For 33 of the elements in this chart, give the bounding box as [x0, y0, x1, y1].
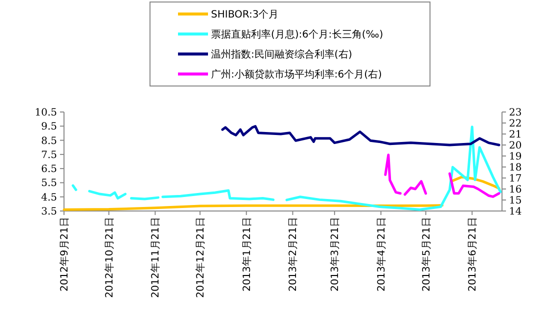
legend-label: 温州指数:民间融资综合利率(右) — [211, 48, 352, 60]
x-tick-label: 2013年6月21日 — [466, 217, 479, 292]
line-series — [221, 125, 500, 146]
x-tick-label: 2012年9月21日 — [58, 217, 70, 292]
legend-label: SHIBOR:3个月 — [211, 8, 279, 20]
y-tick-label: 9.5 — [41, 122, 57, 133]
y-tick-label: 10.5 — [34, 108, 57, 118]
y-tick-label: 3.5 — [41, 206, 57, 218]
y2-tick-label: 18 — [509, 162, 522, 174]
y2-tick-label: 15 — [509, 196, 522, 206]
legend-label: 票据直贴利率(月息):6个月:长三角(‰) — [211, 28, 384, 40]
y2-tick-label: 23 — [509, 108, 522, 118]
x-tick-label: 2013年2月21日 — [287, 217, 300, 292]
x-tick-label: 2012年12月21日 — [194, 217, 207, 298]
y2-tick-label: 14 — [509, 206, 522, 218]
y-tick-label: 8.5 — [41, 136, 57, 147]
y2-tick-label: 17 — [509, 174, 522, 184]
y-tick-label: 6.5 — [41, 164, 57, 176]
x-tick-label: 2013年1月21日 — [240, 217, 253, 292]
x-tick-label: 2012年10月21日 — [103, 217, 116, 298]
x-tick-label: 2013年3月21日 — [329, 217, 342, 292]
y-tick-label: 5.5 — [41, 178, 57, 190]
x-tick-label: 2012年11月21日 — [150, 217, 162, 298]
y-tick-label: 7.5 — [41, 150, 57, 161]
legend-label: 广州:小额贷款市场平均利率:6个月(右) — [211, 68, 382, 80]
y2-tick-label: 19 — [509, 152, 522, 162]
y-tick-label: 4.5 — [41, 192, 57, 204]
y2-tick-label: 20 — [509, 140, 522, 152]
y2-tick-label: 22 — [509, 118, 522, 130]
y2-tick-label: 16 — [509, 184, 522, 196]
y2-tick-label: 21 — [509, 130, 522, 140]
x-tick-label: 2013年4月21日 — [375, 217, 388, 292]
x-tick-label: 2013年5月21日 — [420, 217, 432, 292]
